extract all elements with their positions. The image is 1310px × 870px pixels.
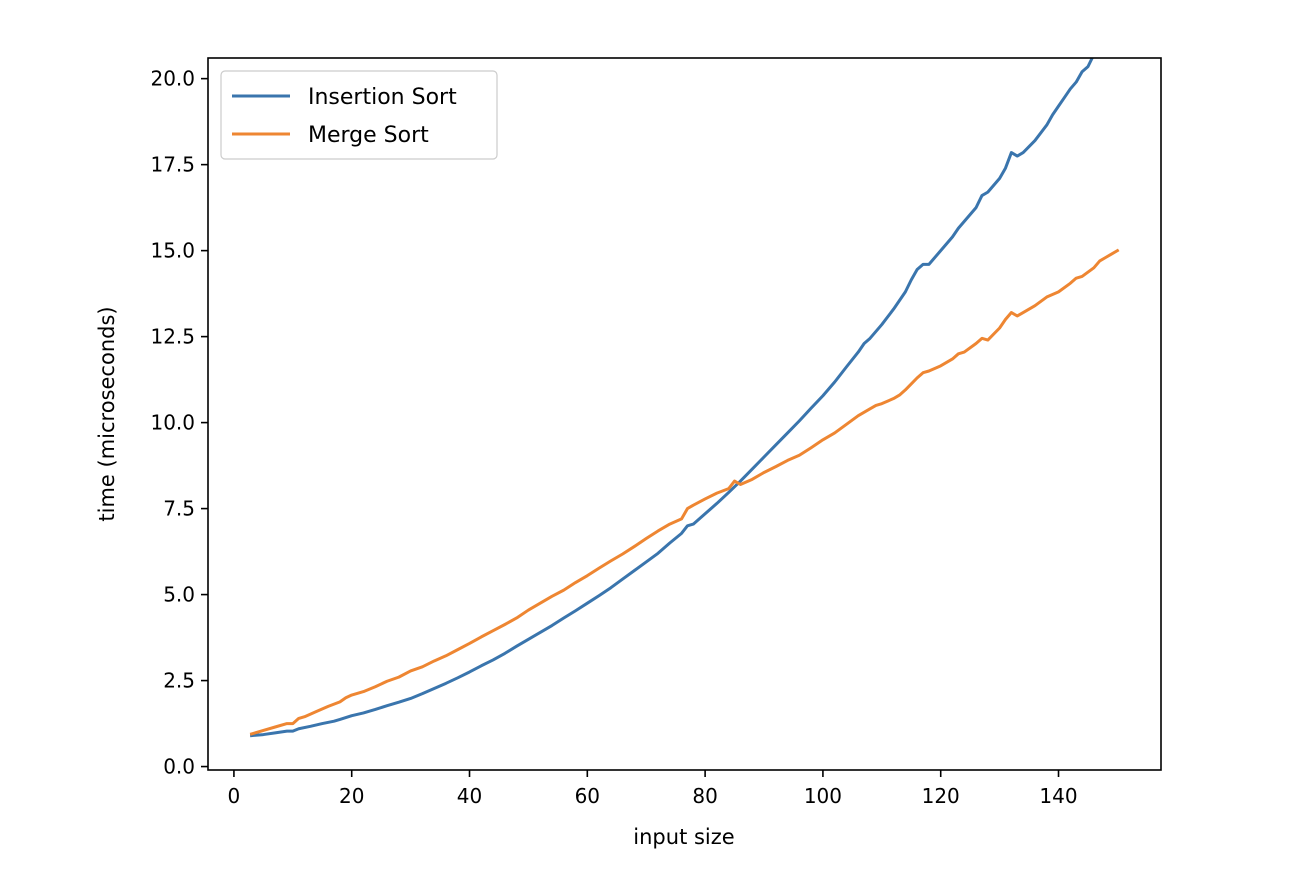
legend-entry-merge-sort: Merge Sort — [308, 123, 429, 148]
y-axis-label: time (microseconds) — [95, 306, 119, 521]
x-tick-label: 100 — [804, 784, 842, 808]
x-tick-label: 60 — [575, 784, 600, 808]
plot-frame — [207, 57, 1162, 771]
y-tick-label: 15.0 — [150, 239, 195, 263]
x-axis-label: input size — [633, 825, 734, 849]
x-tick-label: 140 — [1039, 784, 1077, 808]
series-line-merge-sort — [249, 248, 1120, 736]
x-tick-label: 120 — [922, 784, 960, 808]
series-layer — [249, 58, 1120, 738]
y-axis: 0.0 2.5 5.0 7.5 10.0 12.5 15.0 17.5 20.0 — [150, 67, 208, 779]
y-tick-label: 20.0 — [150, 67, 195, 91]
legend-box — [220, 70, 498, 160]
y-tick-label: 17.5 — [150, 153, 195, 177]
y-tick-label: 10.0 — [150, 411, 195, 435]
y-tick-label: 2.5 — [163, 669, 195, 693]
y-tick-label: 0.0 — [163, 755, 195, 779]
y-tick-label: 12.5 — [150, 325, 195, 349]
y-tick-label: 7.5 — [163, 497, 195, 521]
y-tick-label: 5.0 — [163, 583, 195, 607]
x-tick-label: 0 — [228, 784, 241, 808]
series-line-insertion-sort — [249, 58, 1094, 738]
legend: Insertion Sort Merge Sort — [220, 70, 498, 160]
x-tick-label: 80 — [692, 784, 717, 808]
x-tick-label: 20 — [339, 784, 364, 808]
x-tick-label: 40 — [457, 784, 482, 808]
legend-entry-insertion-sort: Insertion Sort — [308, 85, 457, 110]
x-axis: 0 20 40 60 80 100 120 140 — [228, 770, 1078, 808]
